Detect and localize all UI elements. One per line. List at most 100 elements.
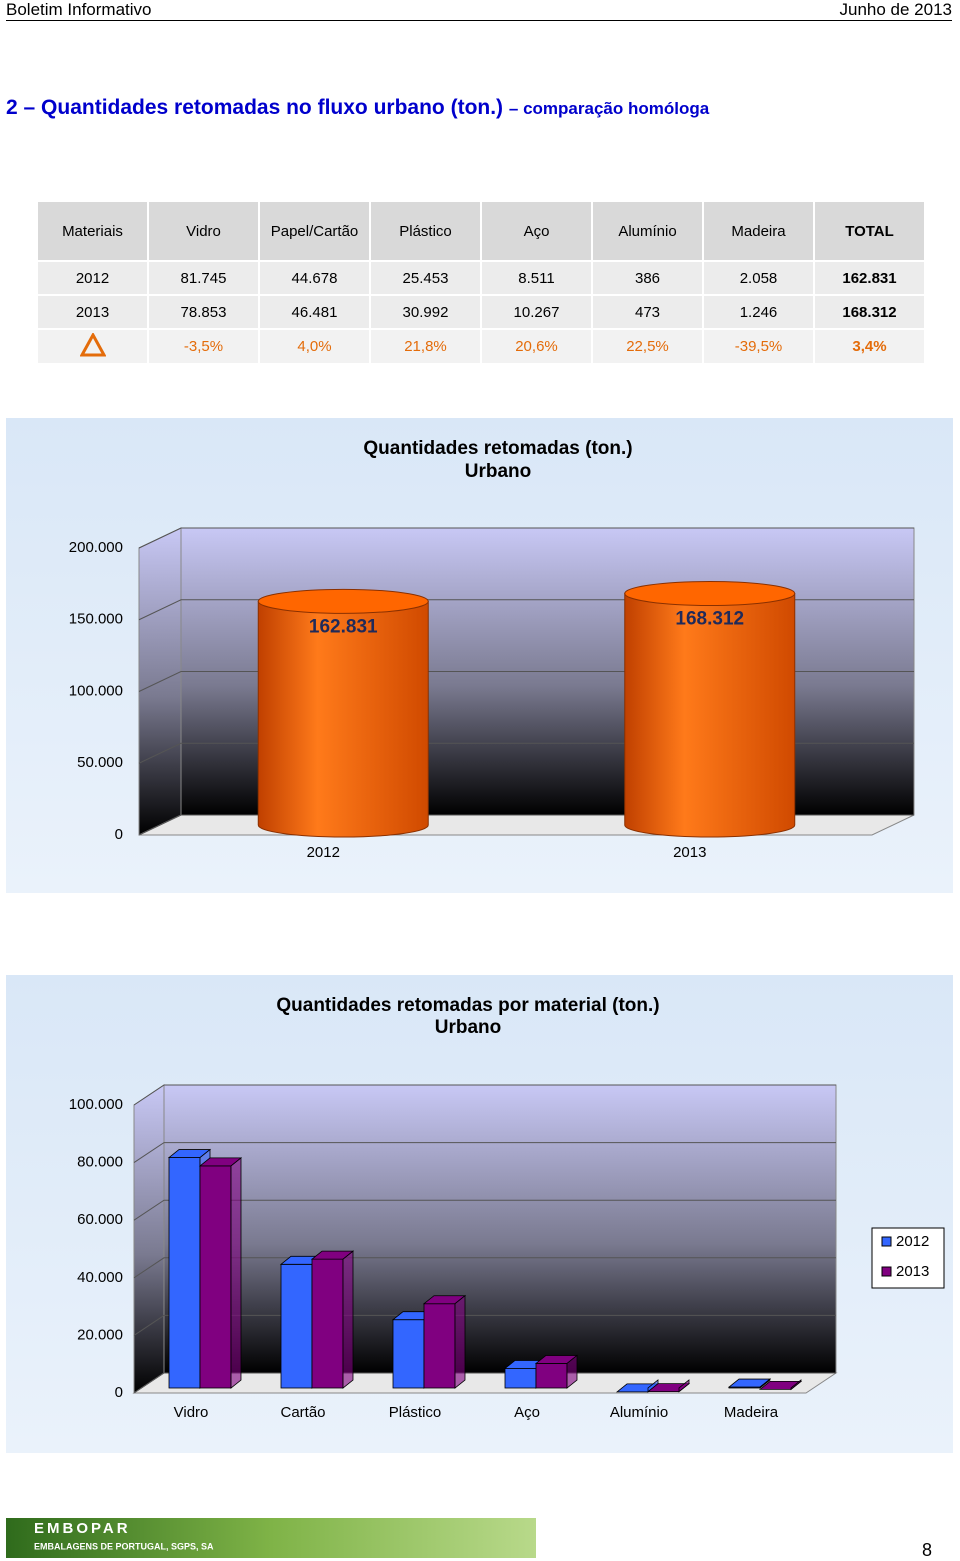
legend-swatch [881, 1266, 892, 1277]
header-left: Boletim Informativo [6, 0, 152, 19]
grid-line [133, 1314, 836, 1336]
chart-subtitle: Urbano [465, 461, 532, 482]
y-tick-label: 40.000 [77, 1269, 123, 1286]
delta-icon [78, 331, 107, 356]
table-cell: 46.481 [260, 296, 369, 330]
table-cell: 168.312 [815, 296, 924, 330]
section-title-main: 2 – Quantidades retomadas no fluxo urban… [6, 96, 504, 119]
header-right: Junho de 2013 [839, 0, 953, 19]
bar-side [230, 1157, 242, 1389]
table-cell: Alumínio [593, 202, 702, 262]
floor [138, 814, 915, 836]
grid-line [133, 1257, 836, 1279]
y-tick-label: 200.000 [69, 539, 123, 556]
table-cell: 2012 [38, 262, 147, 296]
table-cell: 30.992 [371, 296, 480, 330]
y-tick-label: 0 [115, 826, 123, 843]
table-cell: -3,5% [149, 330, 258, 363]
chart-subtitle: Urbano [435, 1017, 502, 1038]
data-table: Materiais Vidro Papel/Cartão Plástico Aço Alu… [36, 202, 926, 363]
chart: Quantidades retomadas (ton.)Urbano 0 50.00… [6, 418, 953, 893]
table-cell [38, 330, 147, 363]
table-cell: Madeira [704, 202, 813, 262]
chart: Quantidades retomadas por material (ton.… [6, 975, 953, 1453]
table-cell: 20,6% [482, 330, 591, 363]
section-title: 2 – Quantidades retomadas no fluxo urban… [6, 96, 709, 120]
bar-side [759, 1378, 771, 1389]
data-label: 162.831 [309, 616, 378, 637]
page-number: 8 [922, 1540, 933, 1560]
table-cell: 10.267 [482, 296, 591, 330]
table-cell: Aço [482, 202, 591, 262]
chart-title: Quantidades retomadas (ton.) [363, 438, 632, 459]
variation-row: -3,5% 4,0% 21,8% 20,6% 22,5% -39,5% 3,4% [38, 330, 924, 363]
table-cell: Plástico [371, 202, 480, 262]
grid-line [133, 1199, 836, 1221]
table-cell: 21,8% [371, 330, 480, 363]
table-cell: 25.453 [371, 262, 480, 296]
y-tick-label: 100.000 [69, 682, 123, 699]
bar-top [624, 580, 796, 606]
bar [392, 1319, 425, 1389]
table-cell: 2013 [38, 296, 147, 330]
bar [311, 1258, 344, 1389]
back-wall [163, 1084, 837, 1374]
chart-title: Quantidades retomadas por material (ton.… [276, 995, 659, 1016]
x-tick-label: 2012 [307, 844, 340, 861]
legend-label: 2013 [896, 1263, 929, 1280]
footer-logo: EMBOPAR EMBALAGENS DE PORTUGAL, SGPS, SA [6, 1518, 536, 1558]
table-cell: 1.246 [704, 296, 813, 330]
bar-side [454, 1294, 466, 1389]
grid-line [133, 1372, 836, 1394]
legend-label: 2012 [896, 1233, 929, 1250]
y-tick-label: 100.000 [69, 1096, 123, 1113]
logo-background [6, 1518, 536, 1558]
table-cell: 8.511 [482, 262, 591, 296]
table-cell: Materiais [38, 202, 147, 262]
bar [280, 1263, 313, 1389]
y-tick-label: 20.000 [77, 1326, 123, 1343]
running-header: Boletim Informativo Junho de 2013 [6, 0, 952, 21]
table-cell: 22,5% [593, 330, 702, 363]
x-tick-label: 2013 [673, 844, 706, 861]
y-tick-label: 60.000 [77, 1211, 123, 1228]
grid-line [138, 527, 914, 549]
table-cell: -39,5% [704, 330, 813, 363]
x-tick-label: Plástico [389, 1404, 442, 1421]
bar [535, 1363, 568, 1389]
bar [168, 1157, 201, 1389]
x-tick-label: Aço [514, 1404, 540, 1421]
table-cell: 162.831 [815, 262, 924, 296]
bar [257, 600, 429, 838]
table-cell: 473 [593, 296, 702, 330]
table-cell: 81.745 [149, 262, 258, 296]
bar-top [257, 588, 429, 614]
y-tick-label: 0 [115, 1384, 123, 1401]
y-tick-label: 80.000 [77, 1154, 123, 1171]
table-row: 2012 81.745 44.678 25.453 8.511 386 2.058 162.8… [38, 262, 924, 296]
logo-subtext: EMBALAGENS DE PORTUGAL, SGPS, SA [34, 1541, 214, 1551]
x-tick-label: Alumínio [610, 1404, 668, 1421]
grid-line [133, 1142, 836, 1164]
y-tick-label: 150.000 [69, 611, 123, 628]
section-title-suffix: – comparação homóloga [508, 99, 710, 118]
side-wall [133, 1084, 165, 1394]
bar [423, 1303, 456, 1389]
table-cell: 2.058 [704, 262, 813, 296]
table-cell: 78.853 [149, 296, 258, 330]
y-tick-label: 50.000 [77, 754, 123, 771]
bar-side [790, 1379, 802, 1391]
x-tick-label: Cartão [280, 1404, 325, 1421]
bar-side [566, 1354, 578, 1389]
table-cell: 4,0% [260, 330, 369, 363]
table-cell: 386 [593, 262, 702, 296]
bar-side [678, 1379, 690, 1393]
table-cell: Vidro [149, 202, 258, 262]
table-cell: Papel/Cartão [260, 202, 369, 262]
table-header-row: Materiais Vidro Papel/Cartão Plástico Aço Alu… [38, 202, 924, 262]
x-tick-label: Vidro [174, 1404, 209, 1421]
bar [199, 1165, 232, 1389]
legend-swatch [881, 1236, 892, 1247]
